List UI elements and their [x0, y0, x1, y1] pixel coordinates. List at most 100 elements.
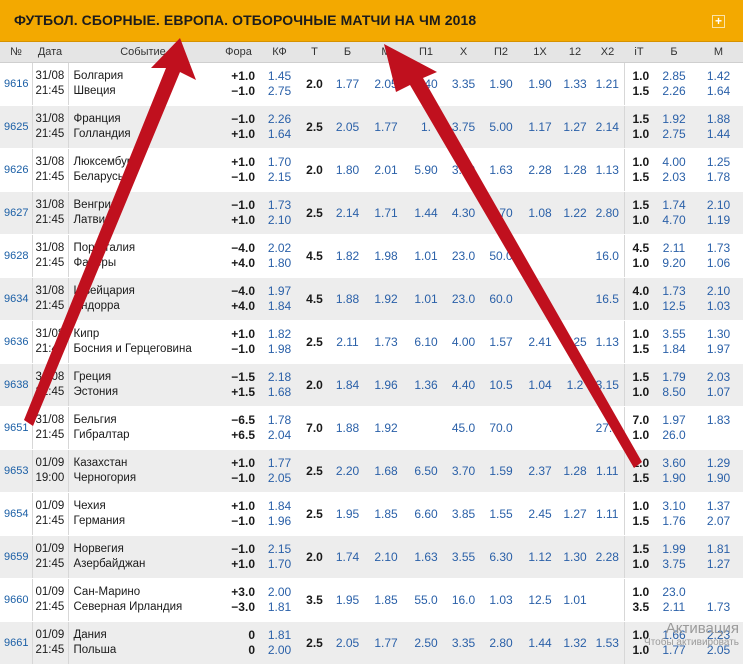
match-number[interactable]: 9616: [4, 77, 29, 90]
dc-1x-cell[interactable]: 12.5: [521, 578, 559, 622]
team-away[interactable]: Азербайджан: [73, 558, 146, 570]
it-over-home[interactable]: 1.92: [662, 112, 686, 126]
p2-odd-cell[interactable]: 1.90: [481, 62, 521, 106]
over-odd-cell[interactable]: 1.82: [329, 234, 366, 278]
handicap-odd-home[interactable]: 1.78: [267, 413, 292, 427]
p1-odd[interactable]: 1.44: [414, 205, 438, 220]
dc-1x-odd[interactable]: [521, 249, 559, 264]
under-odd[interactable]: 1.96: [374, 377, 398, 392]
draw-odd-cell[interactable]: 4.30: [446, 191, 481, 235]
dc-12-odd[interactable]: [559, 292, 591, 307]
match-number-cell[interactable]: 9616: [0, 62, 33, 106]
over-odd-cell[interactable]: 1.84: [329, 363, 366, 407]
handicap-odds-cell[interactable]: 2.26 1.64: [259, 105, 300, 149]
handicap-odd-away[interactable]: 1.98: [267, 342, 292, 356]
under-odd[interactable]: 1.71: [374, 205, 398, 220]
over-odd-cell[interactable]: 2.20: [329, 449, 366, 493]
team-away[interactable]: Германия: [73, 515, 126, 527]
p1-odd-cell[interactable]: 55.0: [406, 578, 446, 622]
over-odd-cell[interactable]: 1.80: [329, 148, 366, 192]
dc-12-cell[interactable]: 1.27: [559, 105, 591, 149]
it-under-away[interactable]: 1.06: [706, 256, 731, 270]
it-under-cell[interactable]: 1.29 1.90: [694, 449, 743, 493]
under-odd-cell[interactable]: 2.10: [366, 535, 406, 579]
dc-x2-odd[interactable]: [591, 593, 624, 608]
it-over-cell[interactable]: 3.10 1.76: [654, 492, 694, 536]
event-cell[interactable]: Казахстан Черногория: [68, 449, 218, 493]
team-home[interactable]: Чехия: [73, 500, 106, 512]
expand-plus-icon[interactable]: +: [712, 15, 725, 28]
draw-odd-cell[interactable]: 3.70: [446, 449, 481, 493]
dc-12-odd[interactable]: [559, 249, 591, 264]
p2-odd[interactable]: 6.30: [489, 549, 513, 564]
dc-12-odd[interactable]: 1.01: [563, 592, 587, 607]
draw-odd-cell[interactable]: 3.85: [446, 492, 481, 536]
over-odd[interactable]: 1.80: [335, 162, 360, 177]
p2-odd[interactable]: 50.0: [489, 248, 513, 263]
dc-1x-cell[interactable]: 2.28: [521, 148, 559, 192]
draw-odd[interactable]: 3.35: [451, 76, 476, 91]
match-number[interactable]: 9636: [4, 335, 29, 348]
match-number[interactable]: 9661: [4, 636, 29, 649]
dc-x2-odd[interactable]: 2.28: [595, 549, 619, 564]
it-over-away[interactable]: 2.03: [662, 170, 686, 184]
it-under-home[interactable]: 1.37: [706, 499, 731, 513]
p1-odd-cell[interactable]: 1.44: [406, 191, 446, 235]
dc-1x-odd[interactable]: 2.28: [528, 162, 552, 177]
p1-odd[interactable]: 5.90: [414, 162, 438, 177]
dc-x2-cell[interactable]: 27.0: [591, 406, 625, 450]
event-cell[interactable]: Венгрия Латвия: [68, 191, 218, 235]
it-under-cell[interactable]: 1.25 1.78: [694, 148, 743, 192]
over-odd[interactable]: 2.11: [336, 334, 359, 349]
dc-12-cell[interactable]: 1.22: [559, 191, 591, 235]
it-under-away[interactable]: 1.07: [706, 385, 731, 399]
match-number[interactable]: 9660: [4, 593, 29, 606]
dc-x2-odd[interactable]: 1.21: [595, 76, 619, 91]
handicap-odds-cell[interactable]: 1.82 1.98: [259, 320, 300, 364]
draw-odd-cell[interactable]: 3.35: [446, 621, 481, 665]
match-number-cell[interactable]: 9660: [0, 578, 33, 622]
match-number[interactable]: 9625: [4, 120, 29, 133]
dc-12-cell[interactable]: 1.27: [559, 492, 591, 536]
dc-x2-cell[interactable]: 1.11: [591, 492, 625, 536]
dc-1x-cell[interactable]: 2.41: [521, 320, 559, 364]
match-number-cell[interactable]: 9661: [0, 621, 33, 665]
team-home[interactable]: Болгария: [73, 70, 124, 82]
team-away[interactable]: Швеция: [73, 85, 116, 97]
dc-1x-odd[interactable]: [521, 292, 559, 307]
it-under-away[interactable]: 1.64: [706, 84, 731, 98]
draw-odd-cell[interactable]: 45.0: [446, 406, 481, 450]
under-odd[interactable]: 1.77: [374, 119, 398, 134]
team-away[interactable]: Андорра: [73, 300, 120, 312]
match-number-cell[interactable]: 9625: [0, 105, 33, 149]
over-odd-cell[interactable]: 1.95: [329, 578, 366, 622]
p1-odd[interactable]: 55.0: [414, 592, 438, 607]
it-under-cell[interactable]: 1.83: [694, 406, 743, 450]
team-away[interactable]: Польша: [73, 644, 117, 656]
p2-odd-cell[interactable]: 60.0: [481, 277, 521, 321]
draw-odd[interactable]: 4.30: [451, 205, 476, 220]
it-over-cell[interactable]: 23.0 2.11: [654, 578, 694, 622]
p1-odd[interactable]: 6.60: [414, 506, 438, 521]
it-over-cell[interactable]: 1.73 12.5: [654, 277, 694, 321]
p2-odd[interactable]: 70.0: [489, 420, 513, 435]
under-odd[interactable]: 1.68: [374, 463, 398, 478]
team-home[interactable]: Сан-Марино: [73, 586, 141, 598]
match-number[interactable]: 9653: [4, 464, 29, 477]
draw-odd[interactable]: 3.35: [451, 635, 476, 650]
dc-x2-odd[interactable]: 16.0: [595, 248, 619, 263]
dc-x2-cell[interactable]: 2.80: [591, 191, 625, 235]
p1-odd-cell[interactable]: 2.50: [406, 621, 446, 665]
dc-12-odd[interactable]: 1.2: [566, 377, 584, 392]
team-away[interactable]: Босния и Герцеговина: [73, 343, 192, 355]
team-away[interactable]: Латвия: [73, 214, 112, 226]
it-under-home[interactable]: 1.88: [706, 112, 731, 126]
dc-1x-odd[interactable]: 2.41: [528, 334, 552, 349]
dc-1x-cell[interactable]: 1.44: [521, 621, 559, 665]
over-odd-cell[interactable]: 1.88: [329, 277, 366, 321]
handicap-odd-home[interactable]: 1.82: [267, 327, 292, 341]
it-under-cell[interactable]: 1.42 1.64: [694, 62, 743, 106]
handicap-odd-away[interactable]: 1.68: [267, 385, 292, 399]
it-under-away[interactable]: 1.03: [706, 299, 731, 313]
dc-x2-cell[interactable]: 16.0: [591, 234, 625, 278]
